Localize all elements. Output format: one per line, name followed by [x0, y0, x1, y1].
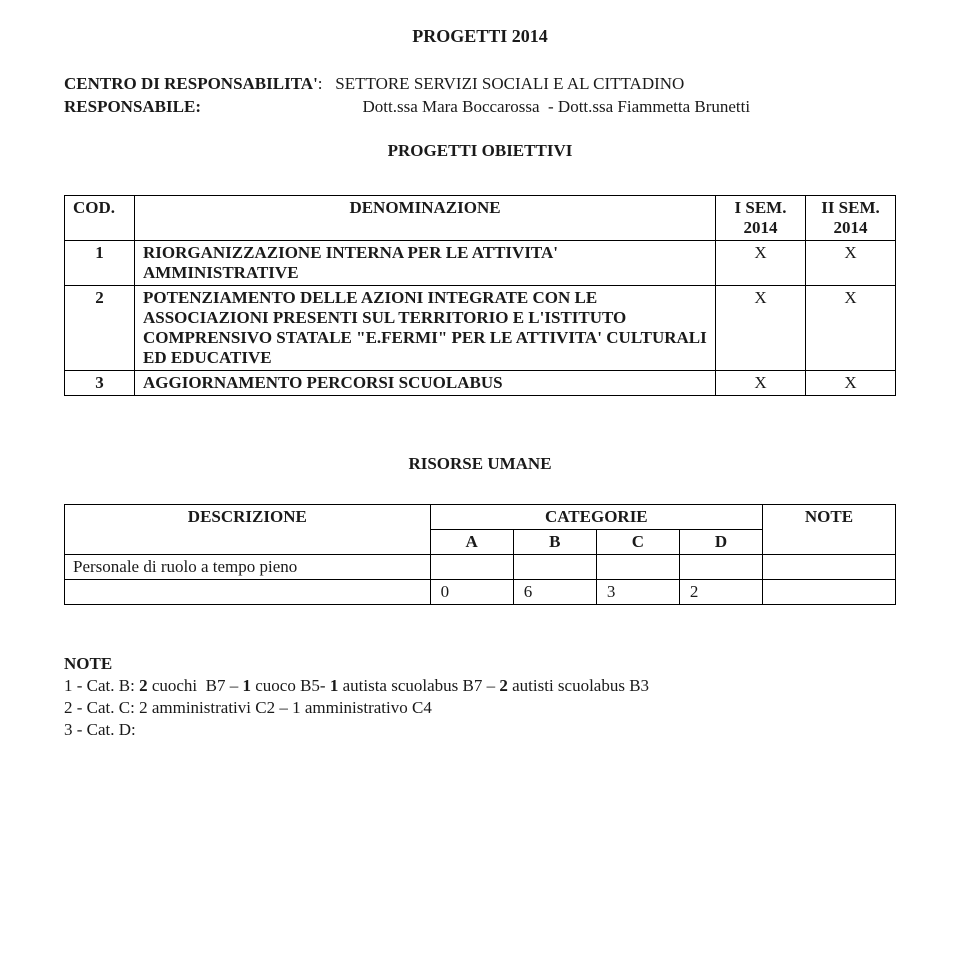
table-row: DESCRIZIONE CATEGORIE NOTE — [65, 504, 896, 529]
table-row: 2POTENZIAMENTO DELLE AZIONI INTEGRATE CO… — [65, 285, 896, 370]
col-header-denominazione: DENOMINAZIONE — [135, 195, 716, 240]
resp-row-responsabile: RESPONSABILE: Dott.ssa Mara Boccarossa -… — [64, 96, 896, 119]
cell-cod: 1 — [65, 240, 135, 285]
obiettivi-heading: PROGETTI OBIETTIVI — [64, 141, 896, 161]
cell-descrizione — [65, 579, 431, 604]
resp-value-centro: : SETTORE SERVIZI SOCIALI E AL CITTADINO — [318, 73, 685, 96]
col-header-categorie: CATEGORIE — [430, 504, 762, 529]
col-header-b: B — [513, 529, 596, 554]
cell-sem1: X — [716, 285, 806, 370]
col-header-a: A — [430, 529, 513, 554]
cell-sem1: X — [716, 240, 806, 285]
page-title: PROGETTI 2014 — [64, 26, 896, 47]
col-header-d: D — [679, 529, 762, 554]
cell-cat-b: 6 — [513, 579, 596, 604]
notes-block: NOTE 1 - Cat. B: 2 cuochi B7 – 1 cuoco B… — [64, 653, 896, 741]
cell-cat-d — [679, 554, 762, 579]
note-text-run: 1 - Cat. B: — [64, 676, 139, 695]
note-line-2: 2 - Cat. C: 2 amministrativi C2 – 1 ammi… — [64, 697, 896, 719]
col-header-cod: COD. — [65, 195, 135, 240]
cell-sem2: X — [806, 285, 896, 370]
note-line-1: 1 - Cat. B: 2 cuochi B7 – 1 cuoco B5- 1 … — [64, 675, 896, 697]
resp-label-responsabile: RESPONSABILE: — [64, 96, 201, 119]
cell-cat-a — [430, 554, 513, 579]
cell-denominazione: POTENZIAMENTO DELLE AZIONI INTEGRATE CON… — [135, 285, 716, 370]
note-text-run: 2 — [499, 676, 508, 695]
note-text-run: cuochi B7 – — [148, 676, 243, 695]
resources-table: DESCRIZIONE CATEGORIE NOTE A B C D Perso… — [64, 504, 896, 605]
note-text-run: 2 — [139, 676, 148, 695]
cell-denominazione: AGGIORNAMENTO PERCORSI SCUOLABUS — [135, 370, 716, 395]
cell-sem2: X — [806, 370, 896, 395]
table-row: COD. DENOMINAZIONE I SEM. 2014 II SEM. 2… — [65, 195, 896, 240]
col-header-c: C — [596, 529, 679, 554]
cell-sem2: X — [806, 240, 896, 285]
note-text-run: cuoco B5- — [251, 676, 330, 695]
resp-value-responsabile: Dott.ssa Mara Boccarossa - Dott.ssa Fiam… — [201, 96, 750, 119]
cell-cat-a: 0 — [430, 579, 513, 604]
cell-cat-d: 2 — [679, 579, 762, 604]
cell-note — [763, 554, 896, 579]
note-text-run: autisti scuolabus B3 — [508, 676, 649, 695]
note-text-run: 1 — [243, 676, 252, 695]
cell-cat-c — [596, 554, 679, 579]
cell-cat-c: 3 — [596, 579, 679, 604]
col-header-sem1: I SEM. 2014 — [716, 195, 806, 240]
cell-sem1: X — [716, 370, 806, 395]
resp-label-centro: CENTRO DI RESPONSABILITA' — [64, 73, 318, 96]
col-header-sem2: II SEM. 2014 — [806, 195, 896, 240]
note-text-run: autista scuolabus B7 – — [338, 676, 499, 695]
table-row: Personale di ruolo a tempo pieno — [65, 554, 896, 579]
note-line-3: 3 - Cat. D: — [64, 719, 896, 741]
cell-denominazione: RIORGANIZZAZIONE INTERNA PER LE ATTIVITA… — [135, 240, 716, 285]
resp-row-centro: CENTRO DI RESPONSABILITA' : SETTORE SERV… — [64, 73, 896, 96]
col-header-note: NOTE — [763, 504, 896, 554]
col-header-descrizione: DESCRIZIONE — [65, 504, 431, 554]
cell-descrizione: Personale di ruolo a tempo pieno — [65, 554, 431, 579]
projects-table: COD. DENOMINAZIONE I SEM. 2014 II SEM. 2… — [64, 195, 896, 396]
cell-cod: 2 — [65, 285, 135, 370]
table-row: 3AGGIORNAMENTO PERCORSI SCUOLABUSXX — [65, 370, 896, 395]
page: PROGETTI 2014 CENTRO DI RESPONSABILITA' … — [0, 0, 960, 761]
cell-cat-b — [513, 554, 596, 579]
cell-note — [763, 579, 896, 604]
table-row: 1RIORGANIZZAZIONE INTERNA PER LE ATTIVIT… — [65, 240, 896, 285]
responsibility-block: CENTRO DI RESPONSABILITA' : SETTORE SERV… — [64, 73, 896, 119]
cell-cod: 3 — [65, 370, 135, 395]
table-row: 0632 — [65, 579, 896, 604]
risorse-heading: RISORSE UMANE — [64, 454, 896, 474]
notes-title: NOTE — [64, 653, 896, 675]
